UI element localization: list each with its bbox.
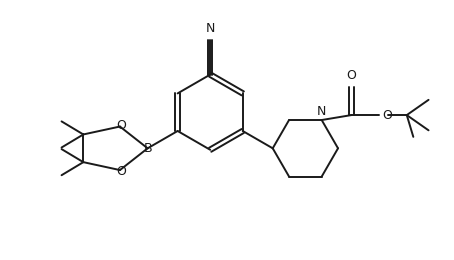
Text: O: O [382,109,392,122]
Text: N: N [317,105,326,118]
Text: N: N [206,22,215,35]
Text: O: O [116,119,126,132]
Text: O: O [346,69,356,82]
Text: B: B [143,142,152,155]
Text: O: O [116,165,126,178]
